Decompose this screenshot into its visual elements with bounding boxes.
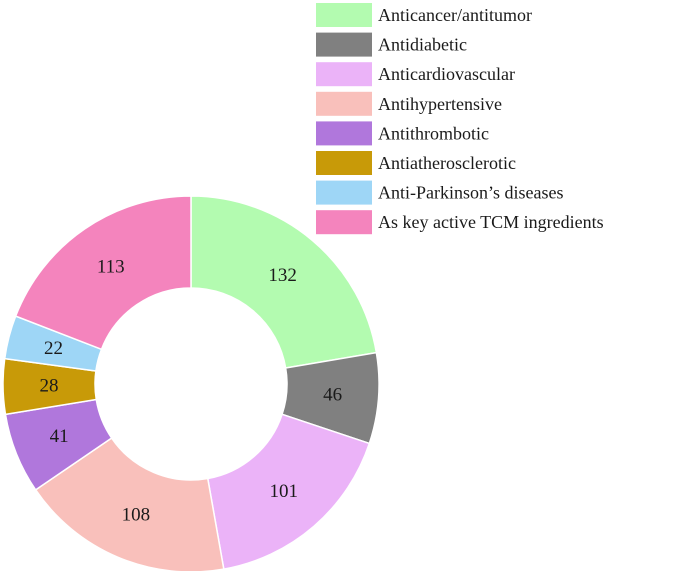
legend-swatch-antihypertensive xyxy=(316,91,372,116)
legend-item-anticardiovascular: Anticardiovascular xyxy=(316,62,515,87)
slice-anticardiovascular xyxy=(206,413,371,570)
legend-swatch-anticardiovascular xyxy=(316,62,372,87)
slice-anticancer-antitumor xyxy=(190,195,378,369)
slice-value-label-anticancer-antitumor: 132 xyxy=(268,265,297,286)
legend-swatch-as-key-active-tcm-ingredients xyxy=(316,210,372,235)
slice-value-label-anticardiovascular: 101 xyxy=(270,481,299,502)
legend-item-antidiabetic: Antidiabetic xyxy=(316,32,467,57)
legend-swatch-anticancer-antitumor xyxy=(316,3,372,27)
legend-swatch-anti-parkinson-s-diseases xyxy=(316,180,372,205)
legend: Anticancer/antitumor Antidiabetic Anticard… xyxy=(316,3,604,235)
slice-value-label-antihypertensive: 108 xyxy=(122,504,151,525)
slice-value-label-antiatherosclerotic: 28 xyxy=(40,375,59,396)
slice-as-key-active-tcm-ingredients xyxy=(14,195,192,351)
legend-item-antithrombotic: Antithrombotic xyxy=(316,121,489,146)
donut-slices xyxy=(2,195,380,571)
legend-swatch-antiatherosclerotic xyxy=(316,151,372,175)
slice-value-labels: 132 46 101 108 41 28 22 113 xyxy=(40,256,343,525)
legend-label-anticancer-antitumor: Anticancer/antitumor xyxy=(378,5,532,25)
legend-label-anticardiovascular: Anticardiovascular xyxy=(378,64,515,84)
slice-value-label-antidiabetic: 46 xyxy=(323,384,342,405)
legend-swatch-antithrombotic xyxy=(316,121,372,146)
legend-item-antiatherosclerotic: Antiatherosclerotic xyxy=(316,151,516,175)
slice-value-label-as-key-active-tcm-ingredients: 113 xyxy=(97,256,125,277)
legend-swatch-antidiabetic xyxy=(316,32,372,57)
legend-item-anticancer-antitumor: Anticancer/antitumor xyxy=(316,3,532,27)
slice-value-label-anti-parkinson-s-diseases: 22 xyxy=(44,338,63,359)
legend-label-antiatherosclerotic: Antiatherosclerotic xyxy=(378,153,516,173)
legend-item-antihypertensive: Antihypertensive xyxy=(316,91,502,116)
slice-antihypertensive xyxy=(34,437,225,571)
legend-label-anti-parkinson-s-diseases: Anti-Parkinson’s diseases xyxy=(378,183,563,203)
legend-label-antithrombotic: Antithrombotic xyxy=(378,123,489,143)
slice-value-label-antithrombotic: 41 xyxy=(50,426,69,447)
legend-item-anti-parkinson-s-diseases: Anti-Parkinson’s diseases xyxy=(316,180,563,205)
legend-label-antidiabetic: Antidiabetic xyxy=(378,35,467,55)
legend-label-as-key-active-tcm-ingredients: As key active TCM ingredients xyxy=(378,212,604,232)
legend-item-as-key-active-tcm-ingredients: As key active TCM ingredients xyxy=(316,210,604,235)
legend-label-antihypertensive: Antihypertensive xyxy=(378,94,502,114)
